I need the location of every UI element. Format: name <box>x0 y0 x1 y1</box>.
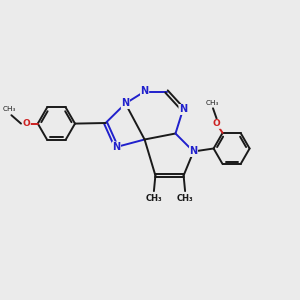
Text: O: O <box>22 119 30 128</box>
Text: N: N <box>179 104 187 115</box>
Text: N: N <box>140 86 149 97</box>
Text: CH₃: CH₃ <box>206 100 219 106</box>
Text: CH₃: CH₃ <box>177 194 194 203</box>
Text: N: N <box>112 142 121 152</box>
Text: O: O <box>213 119 220 128</box>
Text: CH₃: CH₃ <box>146 194 162 203</box>
Text: CH₃: CH₃ <box>2 106 16 112</box>
Text: N: N <box>189 146 198 157</box>
Text: N: N <box>121 98 130 109</box>
